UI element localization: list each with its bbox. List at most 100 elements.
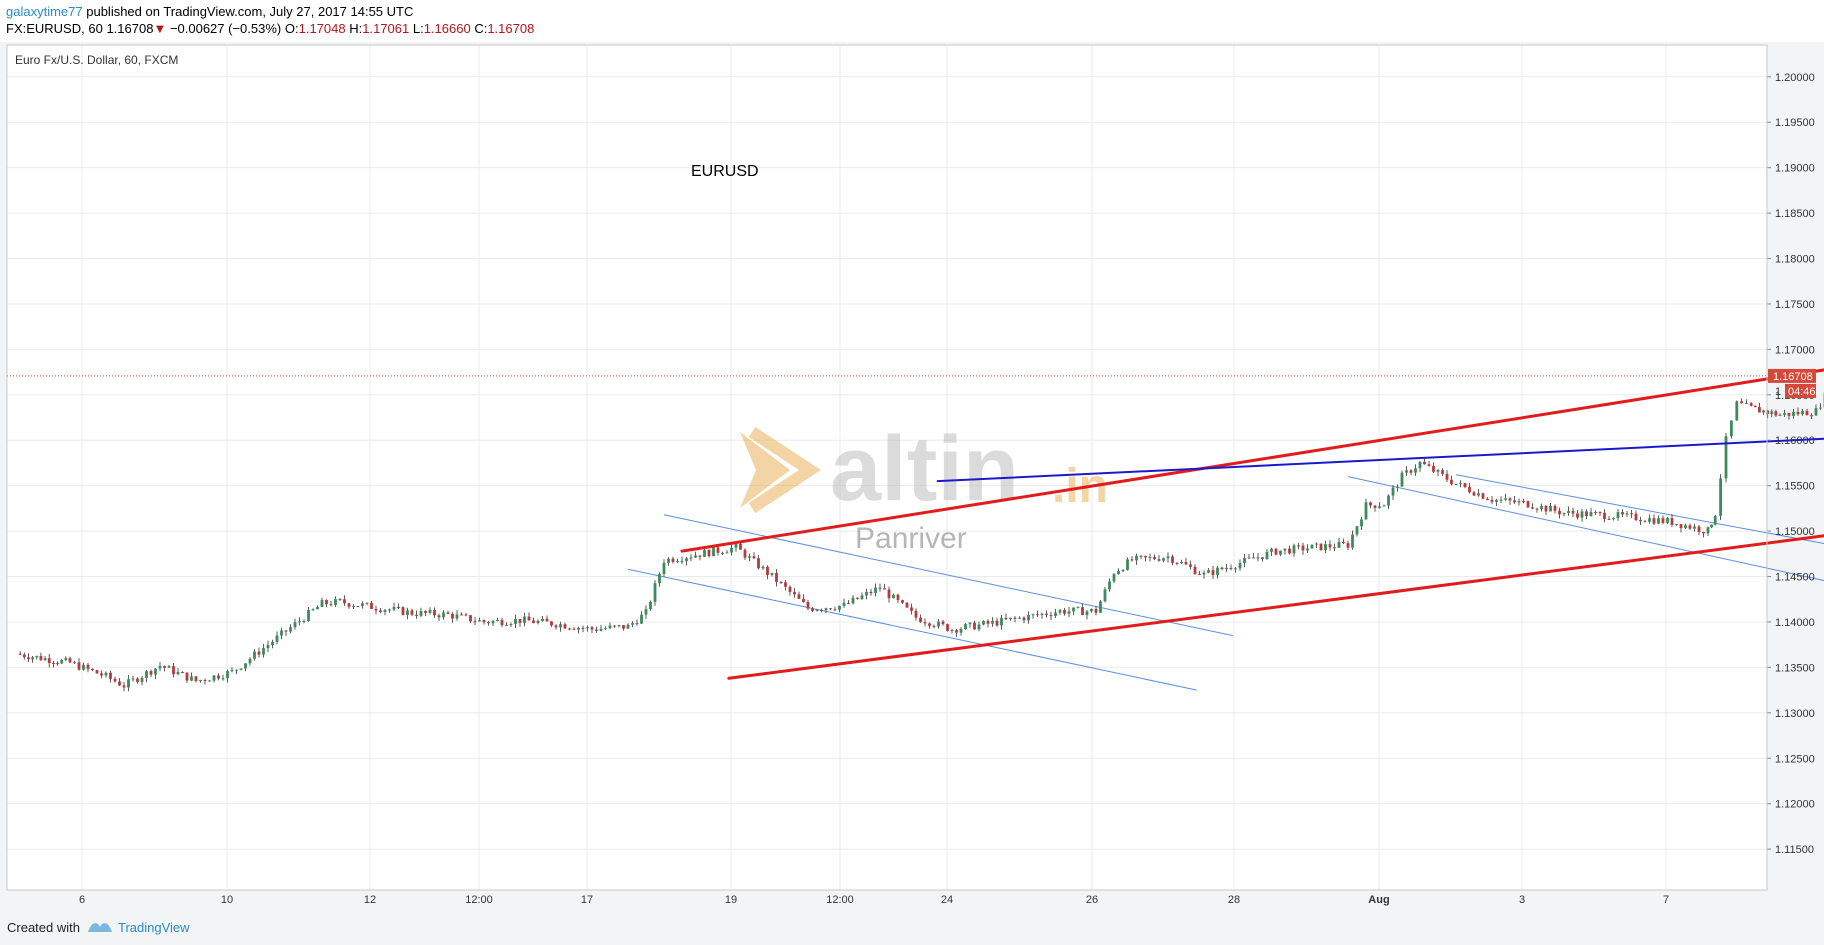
candle-body xyxy=(838,605,841,610)
candle-body xyxy=(86,664,90,669)
candle-body xyxy=(1049,615,1053,617)
candle-body xyxy=(820,609,823,611)
candle-body xyxy=(613,625,616,627)
watermark-brand: altin xyxy=(830,418,1019,520)
candle-body xyxy=(127,679,130,688)
x-tick-label: 10 xyxy=(221,894,233,906)
candle-body xyxy=(487,622,490,624)
candle-body xyxy=(1040,613,1044,615)
candle-body xyxy=(752,556,756,559)
candle-body xyxy=(1130,559,1134,561)
candle-body xyxy=(509,623,513,625)
candle-body xyxy=(1337,541,1341,548)
candle-body xyxy=(689,557,693,559)
candle-body xyxy=(262,648,265,655)
price-change: −0.00627 (−0.53%) xyxy=(169,21,282,36)
candle-body xyxy=(284,630,288,632)
candle-body xyxy=(334,599,337,606)
candle-body xyxy=(172,666,175,675)
candle-body xyxy=(491,620,495,624)
candle-body xyxy=(275,635,279,642)
candle-body xyxy=(676,561,679,563)
candle-body xyxy=(802,598,805,603)
tradingview-logo-icon[interactable] xyxy=(86,918,114,936)
candle-body xyxy=(442,612,445,618)
candle-body xyxy=(658,574,661,584)
candle-body xyxy=(604,628,607,630)
candle-body xyxy=(464,614,468,616)
candle-body xyxy=(22,654,26,658)
candle-body xyxy=(1702,532,1705,534)
candle-body xyxy=(833,609,837,611)
candle-body xyxy=(1315,543,1318,545)
x-tick-label: 26 xyxy=(1086,894,1098,906)
candle-body xyxy=(1216,567,1219,576)
candle-body xyxy=(1261,557,1264,560)
x-tick-label: 12 xyxy=(364,894,376,906)
candle-body xyxy=(860,595,864,599)
candle-body xyxy=(401,607,405,615)
candle-body xyxy=(266,645,270,649)
y-tick-label: 1.13500 xyxy=(1775,662,1815,674)
candle-body xyxy=(847,602,850,604)
candle-body xyxy=(1540,505,1543,510)
author-link[interactable]: galaxytime77 xyxy=(6,4,83,19)
candle-body xyxy=(455,614,459,619)
candle-body xyxy=(982,621,985,625)
candle-body xyxy=(1265,551,1269,560)
candle-body xyxy=(1607,519,1611,521)
last-price: 1.16708 xyxy=(106,21,154,36)
candle-body xyxy=(379,610,382,612)
candle-body xyxy=(550,621,553,626)
countdown-tag xyxy=(1785,383,1816,398)
candle-body xyxy=(1148,556,1152,558)
candle-body xyxy=(1625,513,1629,515)
candle-body xyxy=(1202,572,1206,575)
candle-body xyxy=(824,608,828,611)
candle-body xyxy=(428,610,432,613)
candle-body xyxy=(1360,519,1363,527)
y-tick-label: 1.15000 xyxy=(1775,526,1815,538)
candle-body xyxy=(784,582,787,587)
price-chart[interactable]: altin .in Panriver 1.200001.195001.19000… xyxy=(0,0,1824,910)
candle-body xyxy=(451,613,454,619)
candle-body xyxy=(1531,507,1534,509)
x-tick-label: 3 xyxy=(1519,894,1525,906)
candle-body xyxy=(1526,501,1530,508)
candle-body xyxy=(212,675,216,681)
ohlc-low-label: L: xyxy=(412,21,424,36)
minor-channel-line xyxy=(663,514,1233,637)
x-tick-label: 19 xyxy=(725,894,737,906)
candle-body xyxy=(1513,500,1516,503)
candle-body xyxy=(1252,557,1255,559)
candle-body xyxy=(235,669,238,671)
candle-body xyxy=(532,620,535,624)
candle-body xyxy=(473,621,477,623)
candle-body xyxy=(1713,515,1717,525)
candle-body xyxy=(1094,608,1098,613)
candle-body xyxy=(1621,512,1624,515)
y-tick-label: 1.17000 xyxy=(1775,344,1815,356)
candle-body xyxy=(959,629,963,633)
candle-body xyxy=(1450,479,1453,485)
candle-body xyxy=(707,550,711,557)
y-tick-label: 1.14000 xyxy=(1775,617,1815,629)
candle-body xyxy=(190,676,193,681)
candle-body xyxy=(1328,544,1332,548)
tradingview-brand-link[interactable]: TradingView xyxy=(118,920,190,935)
candle-body xyxy=(995,620,999,626)
candle-body xyxy=(946,624,949,631)
current-price-label: 1.16708 xyxy=(1773,371,1813,383)
candle-body xyxy=(1324,544,1327,551)
candle-body xyxy=(1766,410,1770,414)
candle-body xyxy=(1157,559,1161,561)
candle-body xyxy=(968,622,972,625)
candle-body xyxy=(568,628,571,630)
candle-body xyxy=(1175,562,1179,564)
candle-body xyxy=(1117,571,1120,575)
y-tick-label: 1.12500 xyxy=(1775,753,1815,765)
candle-body xyxy=(1171,556,1174,563)
candle-body xyxy=(39,655,43,661)
candle-body xyxy=(437,615,441,618)
candle-body xyxy=(973,622,976,630)
